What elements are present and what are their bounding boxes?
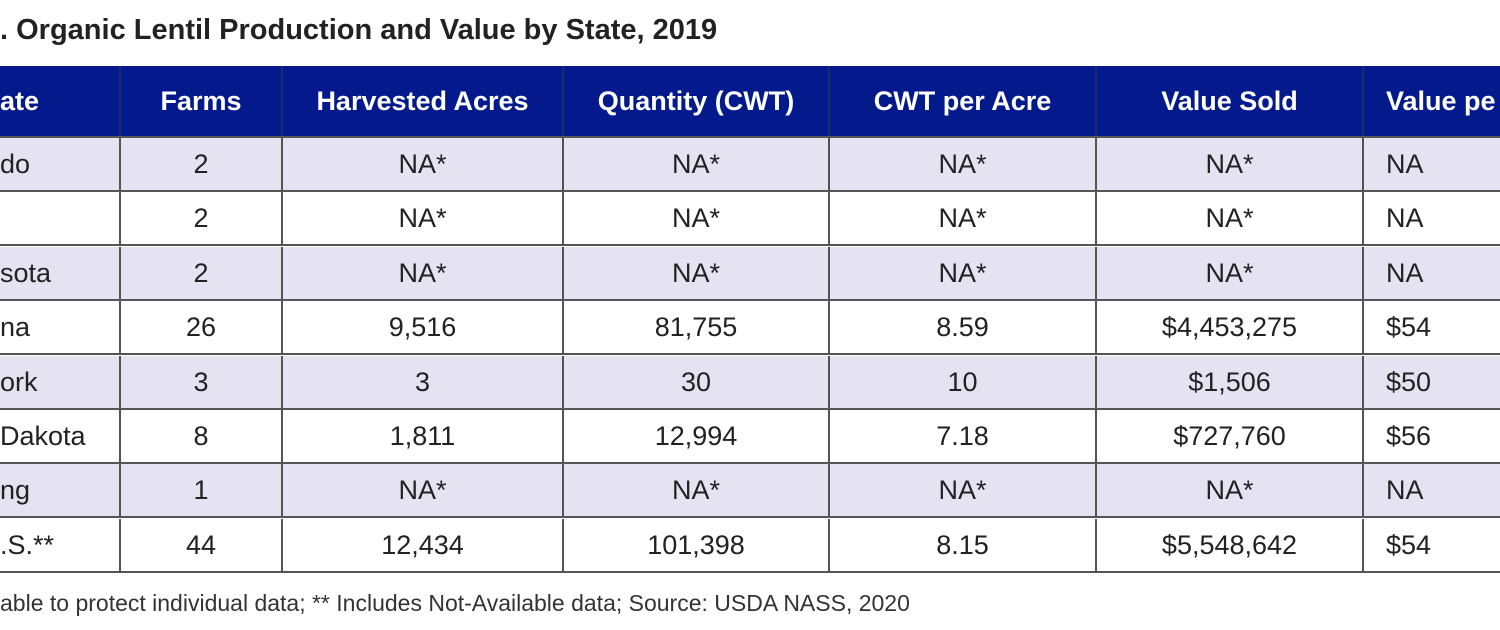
cell-cwt-per-acre: 7.18	[830, 410, 1097, 462]
cell-value-per: NA	[1386, 474, 1424, 505]
cell-harvested-acres: NA*	[283, 247, 564, 299]
cell-quantity: NA*	[564, 247, 830, 299]
cell-quantity: NA*	[564, 464, 830, 516]
table-row: sota 2 NA* NA* NA* NA* NA	[0, 247, 1500, 301]
header-value-per: Value pe	[1386, 85, 1496, 116]
cell-value-per: $56	[1386, 420, 1432, 451]
cell-value-sold: NA*	[1097, 192, 1364, 244]
cell-farms: 26	[121, 301, 283, 353]
cell-harvested-acres: NA*	[283, 138, 564, 190]
cell-harvested-acres: NA*	[283, 192, 564, 244]
table-title: . Organic Lentil Production and Value by…	[0, 14, 718, 46]
cell-value-sold: $1,506	[1097, 356, 1364, 408]
cell-farms: 1	[121, 464, 283, 516]
cell-value-sold: $727,760	[1097, 410, 1364, 462]
cell-value-per: NA	[1386, 148, 1424, 179]
header-farms: Farms	[121, 66, 283, 136]
cell-quantity: 30	[564, 356, 830, 408]
cell-value-sold: NA*	[1097, 138, 1364, 190]
cell-cwt-per-acre: NA*	[830, 138, 1097, 190]
cell-state: Dakota	[0, 410, 121, 462]
footnote: able to protect individual data; ** Incl…	[0, 590, 910, 616]
cell-cwt-per-acre: 10	[830, 356, 1097, 408]
header-harvested-acres: Harvested Acres	[283, 66, 564, 136]
cell-harvested-acres: 3	[283, 356, 564, 408]
cell-cwt-per-acre: NA*	[830, 464, 1097, 516]
table-row: .S.** 44 12,434 101,398 8.15 $5,548,642 $54	[0, 519, 1500, 573]
header-quantity: Quantity (CWT)	[564, 66, 830, 136]
cell-state: .S.**	[0, 519, 121, 571]
table-row: ork 3 3 30 10 $1,506 $50	[0, 356, 1500, 410]
cell-farms: 8	[121, 410, 283, 462]
header-cwt-per-acre: CWT per Acre	[830, 66, 1097, 136]
table-row: Dakota 8 1,811 12,994 7.18 $727,760 $56	[0, 410, 1500, 464]
header-value-sold: Value Sold	[1097, 66, 1364, 136]
cell-value-per: $54	[1386, 311, 1432, 342]
cell-cwt-per-acre: NA*	[830, 247, 1097, 299]
cell-quantity: NA*	[564, 192, 830, 244]
cell-value-per: $50	[1386, 366, 1432, 397]
cell-farms: 2	[121, 192, 283, 244]
cell-harvested-acres: 1,811	[283, 410, 564, 462]
cell-quantity: NA*	[564, 138, 830, 190]
cell-cwt-per-acre: 8.59	[830, 301, 1097, 353]
cell-quantity: 101,398	[564, 519, 830, 571]
cell-state: ork	[0, 356, 121, 408]
header-state: ate	[0, 66, 121, 136]
cell-cwt-per-acre: 8.15	[830, 519, 1097, 571]
table-row: 2 NA* NA* NA* NA* NA	[0, 192, 1500, 246]
cell-farms: 3	[121, 356, 283, 408]
cell-state: sota	[0, 247, 121, 299]
cell-value-per: NA	[1386, 257, 1424, 288]
cell-farms: 44	[121, 519, 283, 571]
cell-state: do	[0, 138, 121, 190]
cell-quantity: 81,755	[564, 301, 830, 353]
cell-value-sold: $5,548,642	[1097, 519, 1364, 571]
table-row: na 26 9,516 81,755 8.59 $4,453,275 $54	[0, 301, 1500, 355]
cell-cwt-per-acre: NA*	[830, 192, 1097, 244]
cell-harvested-acres: 9,516	[283, 301, 564, 353]
cell-harvested-acres: NA*	[283, 464, 564, 516]
cell-state: ng	[0, 464, 121, 516]
cell-value-sold: NA*	[1097, 247, 1364, 299]
cell-value-sold: NA*	[1097, 464, 1364, 516]
table-row: ng 1 NA* NA* NA* NA* NA	[0, 464, 1500, 518]
cell-state: na	[0, 301, 121, 353]
cell-farms: 2	[121, 247, 283, 299]
cell-state	[0, 192, 121, 244]
table-row: do 2 NA* NA* NA* NA* NA	[0, 138, 1500, 192]
cell-value-per: NA	[1386, 202, 1424, 233]
cell-harvested-acres: 12,434	[283, 519, 564, 571]
table-header-row: ate Farms Harvested Acres Quantity (CWT)…	[0, 66, 1500, 138]
cell-value-per: $54	[1386, 529, 1432, 560]
cell-quantity: 12,994	[564, 410, 830, 462]
cell-value-sold: $4,453,275	[1097, 301, 1364, 353]
cell-farms: 2	[121, 138, 283, 190]
